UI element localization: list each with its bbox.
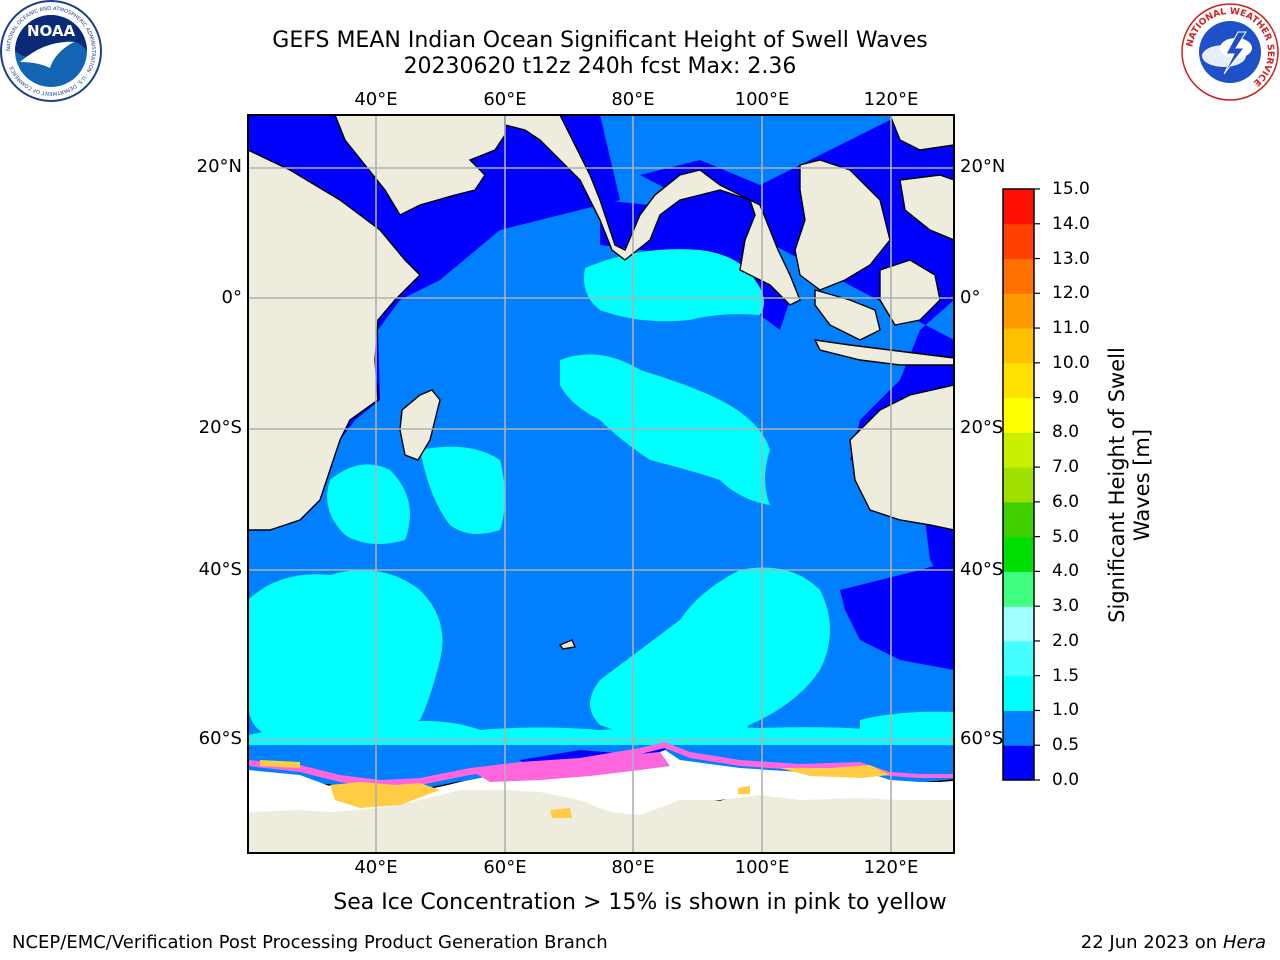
y-tick-left-60s: 60°S bbox=[198, 728, 242, 749]
colorbar-label: Significant Height of Swell Waves [m] bbox=[1105, 347, 1154, 623]
colorbar-band bbox=[1003, 362, 1034, 399]
colorbar-band bbox=[1003, 606, 1034, 642]
colorbar-tick-label: 1.0 bbox=[1052, 700, 1080, 721]
y-tick-left-20s: 20°S bbox=[198, 417, 242, 438]
colorbar-bands bbox=[1003, 188, 1040, 781]
x-tick-top-60e: 60°E bbox=[483, 89, 527, 110]
x-tick-bottom-80e: 80°E bbox=[611, 857, 655, 878]
colorbar-tick-label: 9.0 bbox=[1052, 387, 1080, 408]
colorbar-band bbox=[1003, 223, 1034, 260]
colorbar-band bbox=[1003, 258, 1034, 294]
y-tick-left-0: 0° bbox=[221, 287, 242, 308]
y-tick-right-40s: 40°S bbox=[960, 559, 1004, 580]
nws-logo: NATIONAL WEATHER SERVICE bbox=[1181, 3, 1279, 101]
swell-1.0-1.5-regions bbox=[248, 249, 954, 745]
y-tick-left-40s: 40°S bbox=[198, 559, 242, 580]
colorbar-tick-label: 8.0 bbox=[1052, 422, 1080, 443]
colorbar-band bbox=[1003, 501, 1034, 538]
colorbar-tick-label: 4.0 bbox=[1052, 561, 1080, 582]
map-title: GEFS MEAN Indian Ocean Significant Heigh… bbox=[272, 28, 928, 53]
colorbar-band bbox=[1003, 675, 1034, 711]
colorbar-band bbox=[1003, 189, 1034, 225]
colorbar-tick-label: 0.0 bbox=[1052, 770, 1080, 790]
colorbar-tick-label: 15.0 bbox=[1052, 179, 1090, 199]
run-date: 22 Jun 2023 on Hera bbox=[1081, 932, 1266, 953]
x-tick-bottom-100e: 100°E bbox=[734, 857, 790, 878]
colorbar-tick-label: 10.0 bbox=[1052, 352, 1090, 373]
noaa-logo-text: NOAA bbox=[27, 22, 76, 40]
colorbar-band bbox=[1003, 328, 1034, 364]
colorbar-band bbox=[1003, 397, 1034, 433]
map-subtitle: 20230620 t12z 240h fcst Max: 2.36 bbox=[403, 54, 797, 79]
colorbar-tick-label: 13.0 bbox=[1052, 248, 1090, 269]
colorbar-tick-label: 12.0 bbox=[1052, 283, 1090, 304]
land-masses bbox=[248, 115, 954, 853]
y-tick-left-20n: 20°N bbox=[196, 156, 242, 177]
x-tick-bottom-120e: 120°E bbox=[863, 857, 919, 878]
colorbar-tick-label: 7.0 bbox=[1052, 457, 1080, 478]
colorbar-tick-label: 0.5 bbox=[1052, 735, 1080, 756]
colorbar-band bbox=[1003, 536, 1034, 572]
colorbar-tick-label: 6.0 bbox=[1052, 491, 1080, 512]
map-frame bbox=[247, 114, 955, 854]
x-tick-bottom-40e: 40°E bbox=[354, 857, 398, 878]
noaa-logo: NOAA NATIONAL OCEANIC AND ATMOSPHERIC AD… bbox=[0, 0, 102, 102]
colorbar-tick-label: 14.0 bbox=[1052, 213, 1090, 234]
y-tick-right-60s: 60°S bbox=[960, 728, 1004, 749]
colorbar-tick-label: 3.0 bbox=[1052, 596, 1080, 617]
colorbar-tick-label: 2.0 bbox=[1052, 630, 1080, 651]
colorbar-band bbox=[1003, 293, 1034, 329]
colorbar-tick-label: 5.0 bbox=[1052, 526, 1080, 547]
x-tick-top-40e: 40°E bbox=[354, 89, 398, 110]
x-tick-top-120e: 120°E bbox=[863, 89, 919, 110]
run-date-text: 22 Jun 2023 on bbox=[1080, 932, 1218, 953]
colorbar-band bbox=[1003, 571, 1034, 607]
y-tick-right-0: 0° bbox=[960, 287, 981, 308]
colorbar-band bbox=[1003, 467, 1034, 503]
sea-ice-band bbox=[248, 742, 954, 818]
x-tick-top-100e: 100°E bbox=[734, 89, 790, 110]
colorbar-band bbox=[1003, 640, 1034, 677]
colorbar-tick-label: 1.5 bbox=[1052, 665, 1080, 686]
y-tick-right-20s: 20°S bbox=[960, 417, 1004, 438]
colorbar-tick-label: 11.0 bbox=[1052, 318, 1090, 339]
colorbar-band bbox=[1003, 432, 1034, 468]
x-tick-bottom-60e: 60°E bbox=[483, 857, 527, 878]
credit-line: NCEP/EMC/Verification Post Processing Pr… bbox=[12, 932, 608, 953]
y-tick-right-20n: 20°N bbox=[960, 156, 1006, 177]
sea-ice-footnote: Sea Ice Concentration > 15% is shown in … bbox=[333, 890, 947, 915]
x-tick-top-80e: 80°E bbox=[611, 89, 655, 110]
colorbar-band bbox=[1003, 710, 1034, 746]
run-machine: Hera bbox=[1222, 932, 1266, 953]
colorbar-band bbox=[1003, 745, 1034, 781]
graticule-lines bbox=[248, 115, 954, 853]
colorbar-frame bbox=[1002, 188, 1035, 781]
